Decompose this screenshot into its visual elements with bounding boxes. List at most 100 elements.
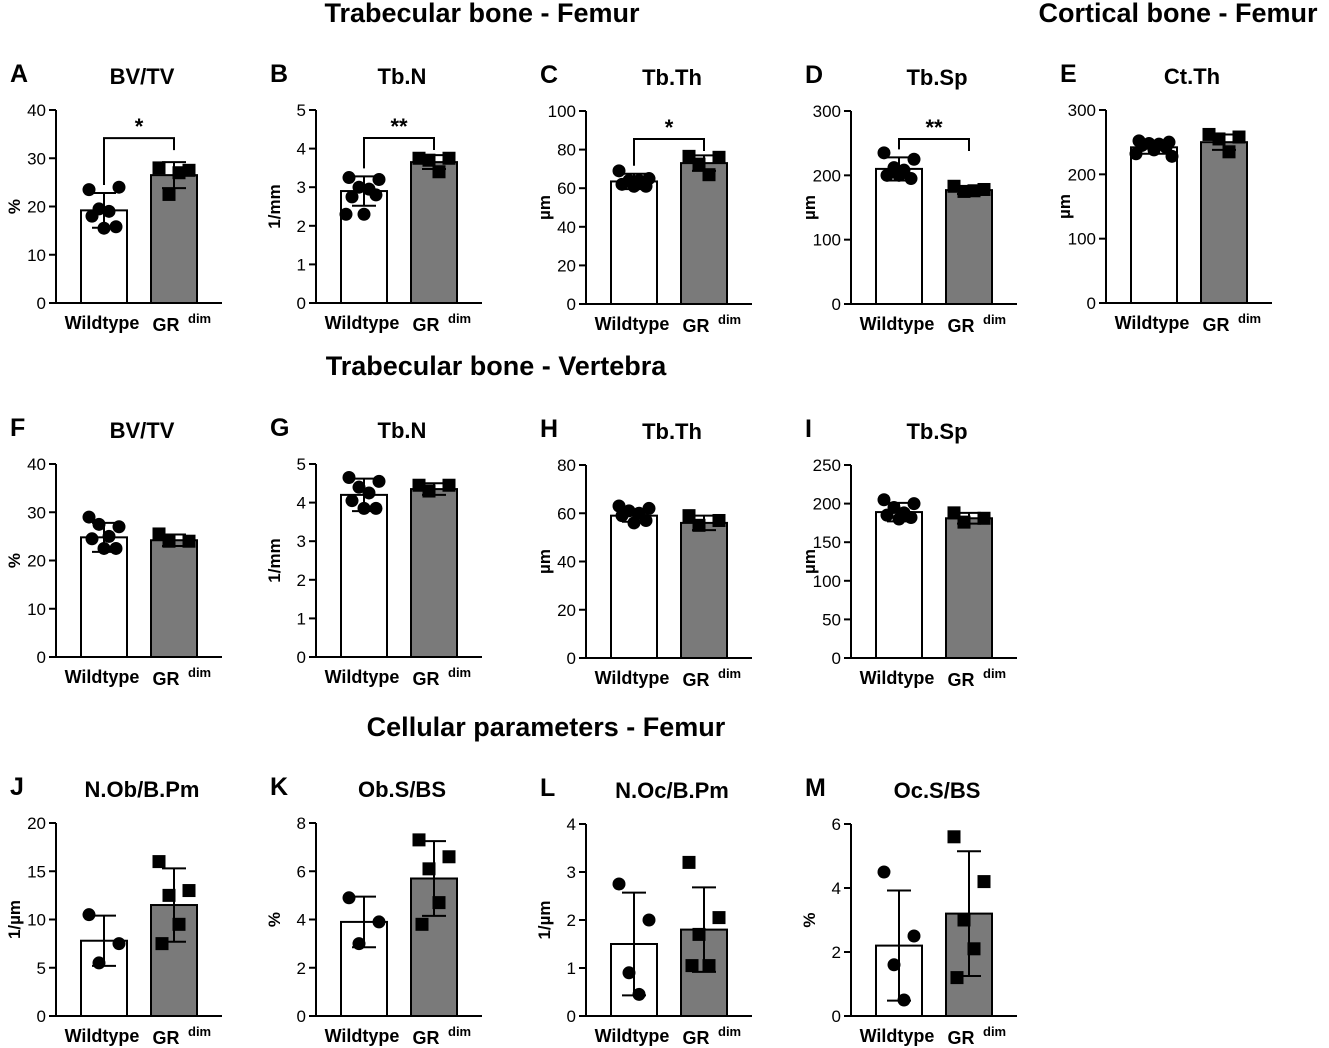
data-point-grdim	[692, 157, 706, 171]
y-tick-label: 1	[297, 255, 306, 274]
data-point-wildtype	[632, 987, 646, 1001]
y-tick-label: 80	[557, 456, 576, 475]
data-point-grdim	[967, 942, 981, 956]
data-point-grdim	[1212, 132, 1226, 146]
x-category-superscript: dim	[188, 311, 211, 326]
y-tick-label: 6	[832, 815, 841, 834]
x-category-superscript: dim	[718, 1024, 741, 1039]
data-point-wildtype	[102, 529, 116, 543]
significance-bracket	[103, 137, 175, 185]
y-tick-label: 2	[567, 911, 576, 930]
x-category-label: Wildtype	[325, 667, 400, 687]
data-point-grdim	[412, 478, 426, 492]
data-point-wildtype	[897, 993, 911, 1007]
x-category-label: Wildtype	[325, 1026, 400, 1046]
panel-title: N.Oc/B.Pm	[615, 778, 729, 803]
y-axis-label: 1/µm	[5, 900, 24, 939]
x-category-label: GR	[1203, 315, 1230, 335]
x-category-superscript: dim	[983, 312, 1006, 327]
panel-letter: A	[10, 60, 28, 88]
x-category-label: Wildtype	[595, 668, 670, 688]
bar-grdim	[410, 488, 458, 658]
data-point-wildtype	[1165, 149, 1179, 163]
section-title-vertebra-trabecular: Trabecular bone - Vertebra	[326, 351, 668, 381]
data-point-grdim	[950, 971, 964, 985]
data-point-grdim	[162, 534, 176, 548]
data-point-wildtype	[352, 480, 366, 494]
y-tick-label: 1	[297, 609, 306, 628]
x-category-label: Wildtype	[860, 314, 935, 334]
bar-wildtype	[610, 514, 658, 659]
data-point-wildtype	[362, 486, 376, 500]
data-point-grdim	[412, 833, 426, 847]
data-point-grdim	[702, 959, 716, 973]
significance-bracket	[363, 137, 435, 169]
y-tick-label: 40	[27, 101, 46, 120]
y-tick-label: 60	[557, 179, 576, 198]
x-category-label: GR	[948, 1028, 975, 1048]
y-tick-label: 4	[832, 879, 841, 898]
panel-E: E Ct.Th µm 0 100 200 300 Wildtype GR dim	[1055, 60, 1272, 335]
y-tick-label: 5	[37, 959, 46, 978]
data-point-wildtype	[85, 532, 99, 546]
x-category-label: GR	[153, 669, 180, 689]
y-axis-label: 1/mm	[265, 538, 284, 582]
y-tick-label: 0	[297, 294, 306, 313]
panel-letter: G	[270, 414, 289, 442]
panel-H: H Tb.Th µm 0 20 40 60 80 Wildtype GR dim	[535, 415, 752, 690]
data-point-wildtype	[369, 501, 383, 515]
data-point-grdim	[692, 927, 706, 941]
y-tick-label: 15	[27, 862, 46, 881]
data-point-wildtype	[112, 520, 126, 534]
data-point-wildtype	[639, 513, 653, 527]
data-point-wildtype	[615, 177, 629, 191]
bar-grdim	[150, 174, 198, 304]
data-point-wildtype	[877, 865, 891, 879]
y-tick-label: 0	[297, 648, 306, 667]
data-point-grdim	[412, 151, 426, 165]
data-point-grdim	[712, 911, 726, 925]
x-category-label: Wildtype	[1115, 313, 1190, 333]
data-point-wildtype	[342, 891, 356, 905]
y-tick-label: 2	[832, 943, 841, 962]
data-point-grdim	[162, 187, 176, 201]
data-point-grdim	[422, 484, 436, 498]
y-tick-label: 300	[1068, 101, 1096, 120]
significance-marker: *	[135, 114, 144, 139]
y-tick-label: 30	[27, 503, 46, 522]
data-point-wildtype	[92, 956, 106, 970]
data-point-wildtype	[357, 207, 371, 221]
data-point-grdim	[692, 518, 706, 532]
x-category-label: Wildtype	[65, 1026, 140, 1046]
y-axis-label: 1/mm	[265, 184, 284, 228]
data-point-wildtype	[904, 510, 918, 524]
data-point-grdim	[1202, 127, 1216, 141]
x-category-superscript: dim	[1238, 311, 1261, 326]
y-tick-label: 0	[832, 649, 841, 668]
data-point-grdim	[712, 150, 726, 164]
x-category-label: Wildtype	[595, 1026, 670, 1046]
y-axis-label: %	[5, 199, 24, 214]
y-axis-label: %	[265, 912, 284, 927]
bar-wildtype	[1130, 146, 1178, 304]
x-category-superscript: dim	[983, 1024, 1006, 1039]
y-tick-label: 4	[297, 494, 306, 513]
data-point-grdim	[977, 875, 991, 889]
data-point-wildtype	[372, 474, 386, 488]
panel-K: K Ob.S/BS% 0 2 4 6 8 Wildtype GR dim	[265, 773, 482, 1048]
bar-grdim	[945, 517, 993, 659]
bar-grdim	[680, 521, 728, 660]
data-point-grdim	[682, 509, 696, 523]
data-point-wildtype	[907, 497, 921, 511]
y-tick-label: 20	[27, 552, 46, 571]
data-point-wildtype	[97, 541, 111, 555]
panel-title: Tb.Th	[642, 65, 702, 90]
data-point-grdim	[1222, 145, 1236, 159]
data-point-grdim	[947, 179, 961, 193]
panel-letter: B	[270, 60, 288, 88]
y-tick-label: 5	[297, 101, 306, 120]
data-point-grdim	[682, 149, 696, 163]
panel-letter: H	[540, 415, 558, 443]
data-point-grdim	[712, 513, 726, 527]
y-tick-label: 8	[297, 814, 306, 833]
